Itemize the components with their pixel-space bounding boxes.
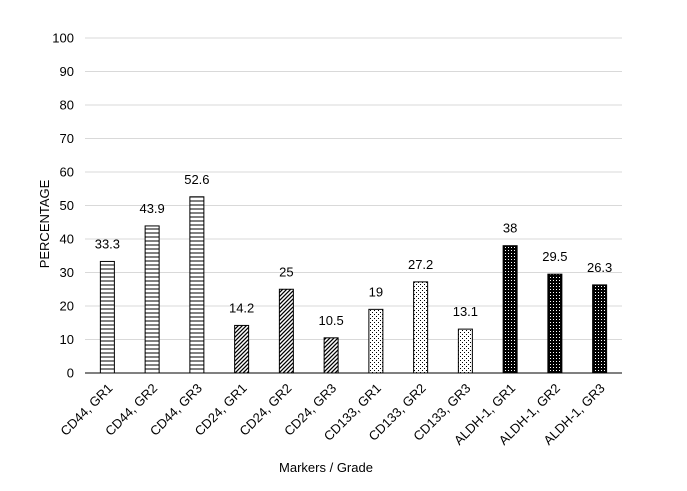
data-label: 52.6	[184, 172, 209, 187]
y-tick-label: 30	[60, 265, 74, 280]
y-tick-label: 90	[60, 64, 74, 79]
data-label: 38	[503, 221, 517, 236]
x-axis-title: Markers / Grade	[279, 460, 373, 475]
bar	[99, 260, 115, 374]
y-tick-label: 60	[60, 165, 74, 180]
y-tick-label: 20	[60, 299, 74, 314]
data-label: 27.2	[408, 257, 433, 272]
bar	[368, 308, 384, 374]
data-labels: 33.3 43.9 52.6 14.2 25 10.5 19 27.2 13.1 38 29.5 26…	[95, 172, 613, 328]
bar	[144, 225, 160, 374]
bar	[189, 196, 205, 374]
bar	[547, 273, 563, 374]
y-tick-label: 100	[52, 31, 74, 46]
bar	[323, 337, 339, 374]
bar	[592, 284, 608, 374]
y-tick-label: 80	[60, 98, 74, 113]
y-tick-labels: 0 10 20 30 40 50 60 70 80 90 100	[52, 31, 74, 381]
y-tick-label: 50	[60, 198, 74, 213]
data-label: 29.5	[542, 249, 567, 264]
bar	[278, 288, 294, 374]
y-tick-label: 10	[60, 332, 74, 347]
bar	[234, 324, 250, 374]
bar	[413, 281, 429, 374]
gridlines	[85, 37, 622, 340]
data-label: 43.9	[139, 201, 164, 216]
y-axis-title: PERCENTAGE	[37, 179, 52, 268]
bar	[502, 245, 518, 374]
y-tick-label: 0	[67, 366, 74, 381]
y-tick-label: 70	[60, 131, 74, 146]
bars	[99, 196, 608, 374]
data-label: 33.3	[95, 236, 120, 251]
data-label: 14.2	[229, 300, 254, 315]
data-label: 19	[369, 284, 383, 299]
bar	[457, 328, 473, 374]
y-tick-label: 40	[60, 232, 74, 247]
data-label: 13.1	[453, 304, 478, 319]
data-label: 26.3	[587, 260, 612, 275]
data-label: 10.5	[318, 313, 343, 328]
data-label: 25	[279, 264, 293, 279]
